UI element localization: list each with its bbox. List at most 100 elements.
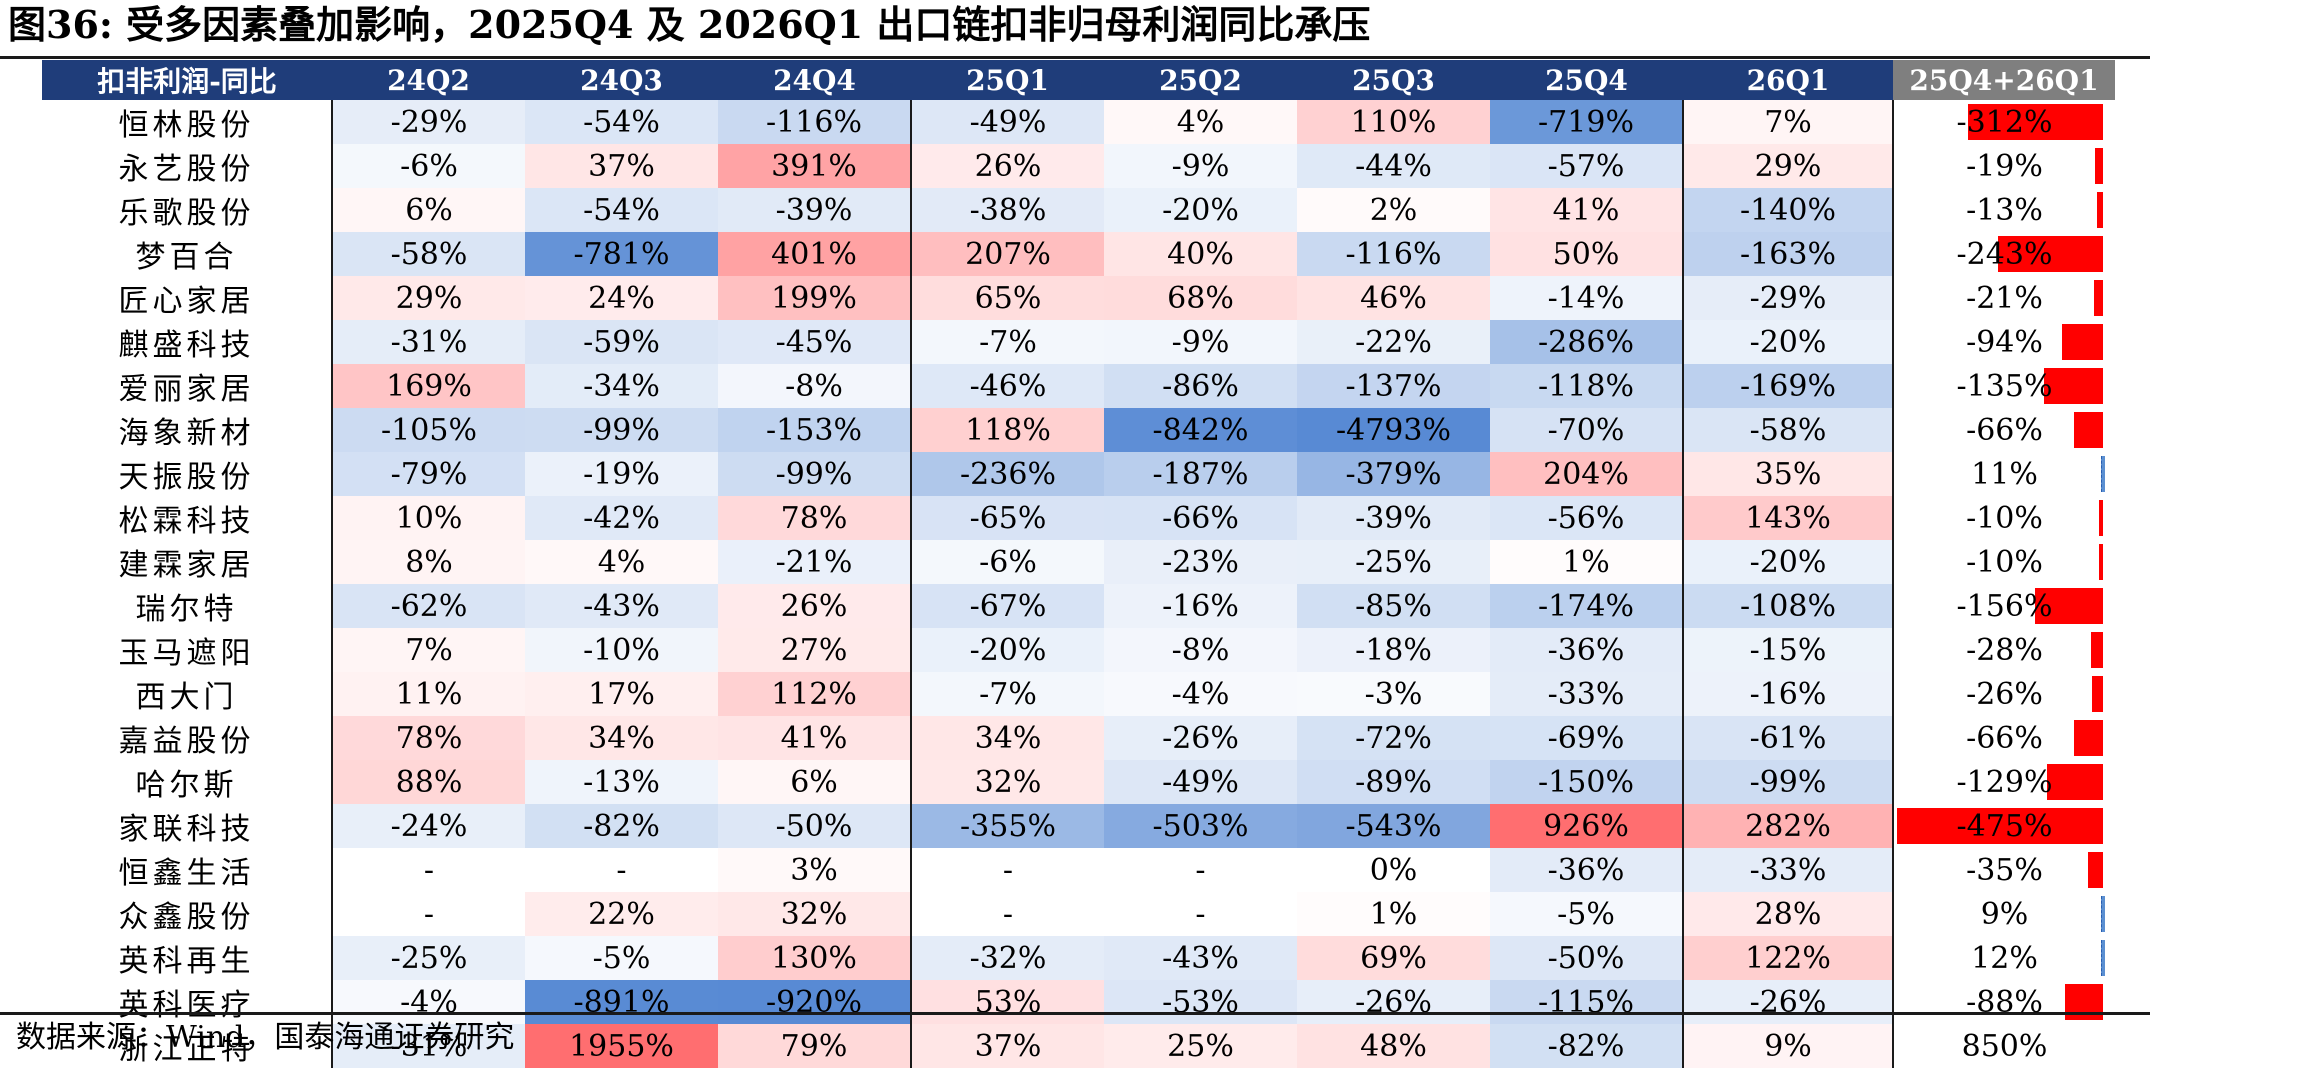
company-name: 建霖家居	[118, 548, 255, 583]
value-cell: -34%	[525, 364, 718, 408]
value-cell: -187%	[1104, 452, 1297, 496]
value-cell: -39%	[1297, 496, 1490, 540]
data-bar	[2093, 280, 2103, 316]
company-name: 恒鑫生活	[118, 856, 255, 891]
total-value: 11%	[1971, 456, 2038, 492]
total-value: 12%	[1971, 940, 2038, 976]
value-cell: -43%	[1104, 936, 1297, 980]
header-24q2: 24Q2	[332, 60, 525, 100]
value-cell: -46%	[910, 364, 1104, 408]
company-name: 哈尔斯	[135, 768, 238, 803]
value-cell: -45%	[718, 320, 911, 364]
data-bar	[2087, 852, 2103, 888]
value-cell: -67%	[910, 584, 1104, 628]
value-cell: -13%	[525, 760, 718, 804]
value-cell: -8%	[718, 364, 911, 408]
total-value: -156%	[1956, 588, 2053, 624]
value-cell: -29%	[1682, 276, 1893, 320]
value-cell: 46%	[1297, 276, 1490, 320]
value-cell: 11%	[331, 672, 525, 716]
table-row: 天振股份 -79% -19% -99% -236% -187% -379% 204% 35% 11…	[42, 452, 2115, 496]
value-cell: 50%	[1490, 232, 1683, 276]
table-row: 英科医疗 -4% -891% -920% 53% -53% -26% -115% -26% -88…	[42, 980, 2115, 1024]
header-label: 扣非利润-同比	[42, 60, 332, 100]
value-cell: -54%	[525, 100, 718, 144]
value-cell: -79%	[331, 452, 525, 496]
value-cell: -38%	[910, 188, 1104, 232]
company-name: 永艺股份	[118, 152, 255, 187]
profit-yoy-table: 扣非利润-同比 24Q2 24Q3 24Q4 25Q1 25Q2 25Q3 25…	[42, 60, 2115, 1068]
value-cell: -169%	[1682, 364, 1893, 408]
data-bar	[2044, 368, 2103, 404]
header-25q4: 25Q4	[1490, 60, 1683, 100]
value-cell: -118%	[1490, 364, 1683, 408]
value-cell: -24%	[331, 804, 525, 848]
value-cell: 26%	[910, 144, 1104, 188]
value-cell: -153%	[718, 408, 911, 452]
total-cell: -26%	[1892, 672, 2115, 716]
value-cell: -116%	[718, 100, 911, 144]
company-name: 玉马遮阳	[118, 636, 255, 671]
total-value: -19%	[1966, 148, 2043, 184]
value-cell: 110%	[1297, 100, 1490, 144]
value-cell: 926%	[1490, 804, 1683, 848]
value-cell: -	[331, 892, 525, 936]
value-cell: -891%	[525, 980, 718, 1024]
value-cell: -42%	[525, 496, 718, 540]
value-cell: -82%	[525, 804, 718, 848]
total-value: 850%	[1961, 1028, 2048, 1064]
value-cell: -	[910, 848, 1104, 892]
value-cell: 37%	[910, 1024, 1104, 1068]
value-cell: -49%	[1104, 760, 1297, 804]
value-cell: -5%	[525, 936, 718, 980]
value-cell: 401%	[718, 232, 911, 276]
value-cell: -719%	[1490, 100, 1683, 144]
value-cell: -39%	[718, 188, 911, 232]
value-cell: 28%	[1682, 892, 1893, 936]
value-cell: 40%	[1104, 232, 1297, 276]
value-cell: -61%	[1682, 716, 1893, 760]
value-cell: -4%	[1104, 672, 1297, 716]
value-cell: 1%	[1490, 540, 1683, 584]
value-cell: -6%	[910, 540, 1104, 584]
value-cell: -49%	[910, 100, 1104, 144]
value-cell: 68%	[1104, 276, 1297, 320]
data-bar	[2074, 412, 2103, 448]
value-cell: 34%	[525, 716, 718, 760]
value-cell: -56%	[1490, 496, 1683, 540]
total-value: -135%	[1956, 368, 2053, 404]
value-cell: -57%	[1490, 144, 1683, 188]
value-cell: 207%	[910, 232, 1104, 276]
value-cell: -8%	[1104, 628, 1297, 672]
table-row: 爱丽家居 169% -34% -8% -46% -86% -137% -118% -169% -1…	[42, 364, 2115, 408]
value-cell: -9%	[1104, 320, 1297, 364]
data-bar	[2062, 324, 2103, 360]
value-cell: -58%	[1682, 408, 1893, 452]
value-cell: 24%	[525, 276, 718, 320]
value-cell: 0%	[1297, 848, 1490, 892]
total-cell: -13%	[1892, 188, 2115, 232]
value-cell: -62%	[331, 584, 525, 628]
total-value: -475%	[1956, 808, 2053, 844]
value-cell: -59%	[525, 320, 718, 364]
value-cell: -15%	[1682, 628, 1893, 672]
value-cell: 17%	[525, 672, 718, 716]
value-cell: -355%	[910, 804, 1104, 848]
total-value: -21%	[1966, 280, 2043, 316]
value-cell: -503%	[1104, 804, 1297, 848]
table-row: 麒盛科技 -31% -59% -45% -7% -9% -22% -286% -20% -94%	[42, 320, 2115, 364]
value-cell: 1%	[1297, 892, 1490, 936]
company-name: 众鑫股份	[118, 900, 255, 935]
total-cell: -28%	[1892, 628, 2115, 672]
table-row: 众鑫股份 -22% 32% - -1% -5% 28% 9%	[42, 892, 2115, 936]
value-cell: -842%	[1104, 408, 1297, 452]
value-cell: 6%	[718, 760, 911, 804]
company-name: 梦百合	[135, 240, 238, 275]
value-cell: 37%	[525, 144, 718, 188]
data-bar	[2101, 896, 2105, 932]
company-name: 嘉益股份	[118, 724, 255, 759]
value-cell: -65%	[910, 496, 1104, 540]
value-cell: -163%	[1682, 232, 1893, 276]
table-row: 建霖家居 8% 4% -21% -6% -23% -25% 1% -20% -10%	[42, 540, 2115, 584]
table-row: 海象新材 -105% -99% -153% 118% -842% -4793% -70% -58…	[42, 408, 2115, 452]
